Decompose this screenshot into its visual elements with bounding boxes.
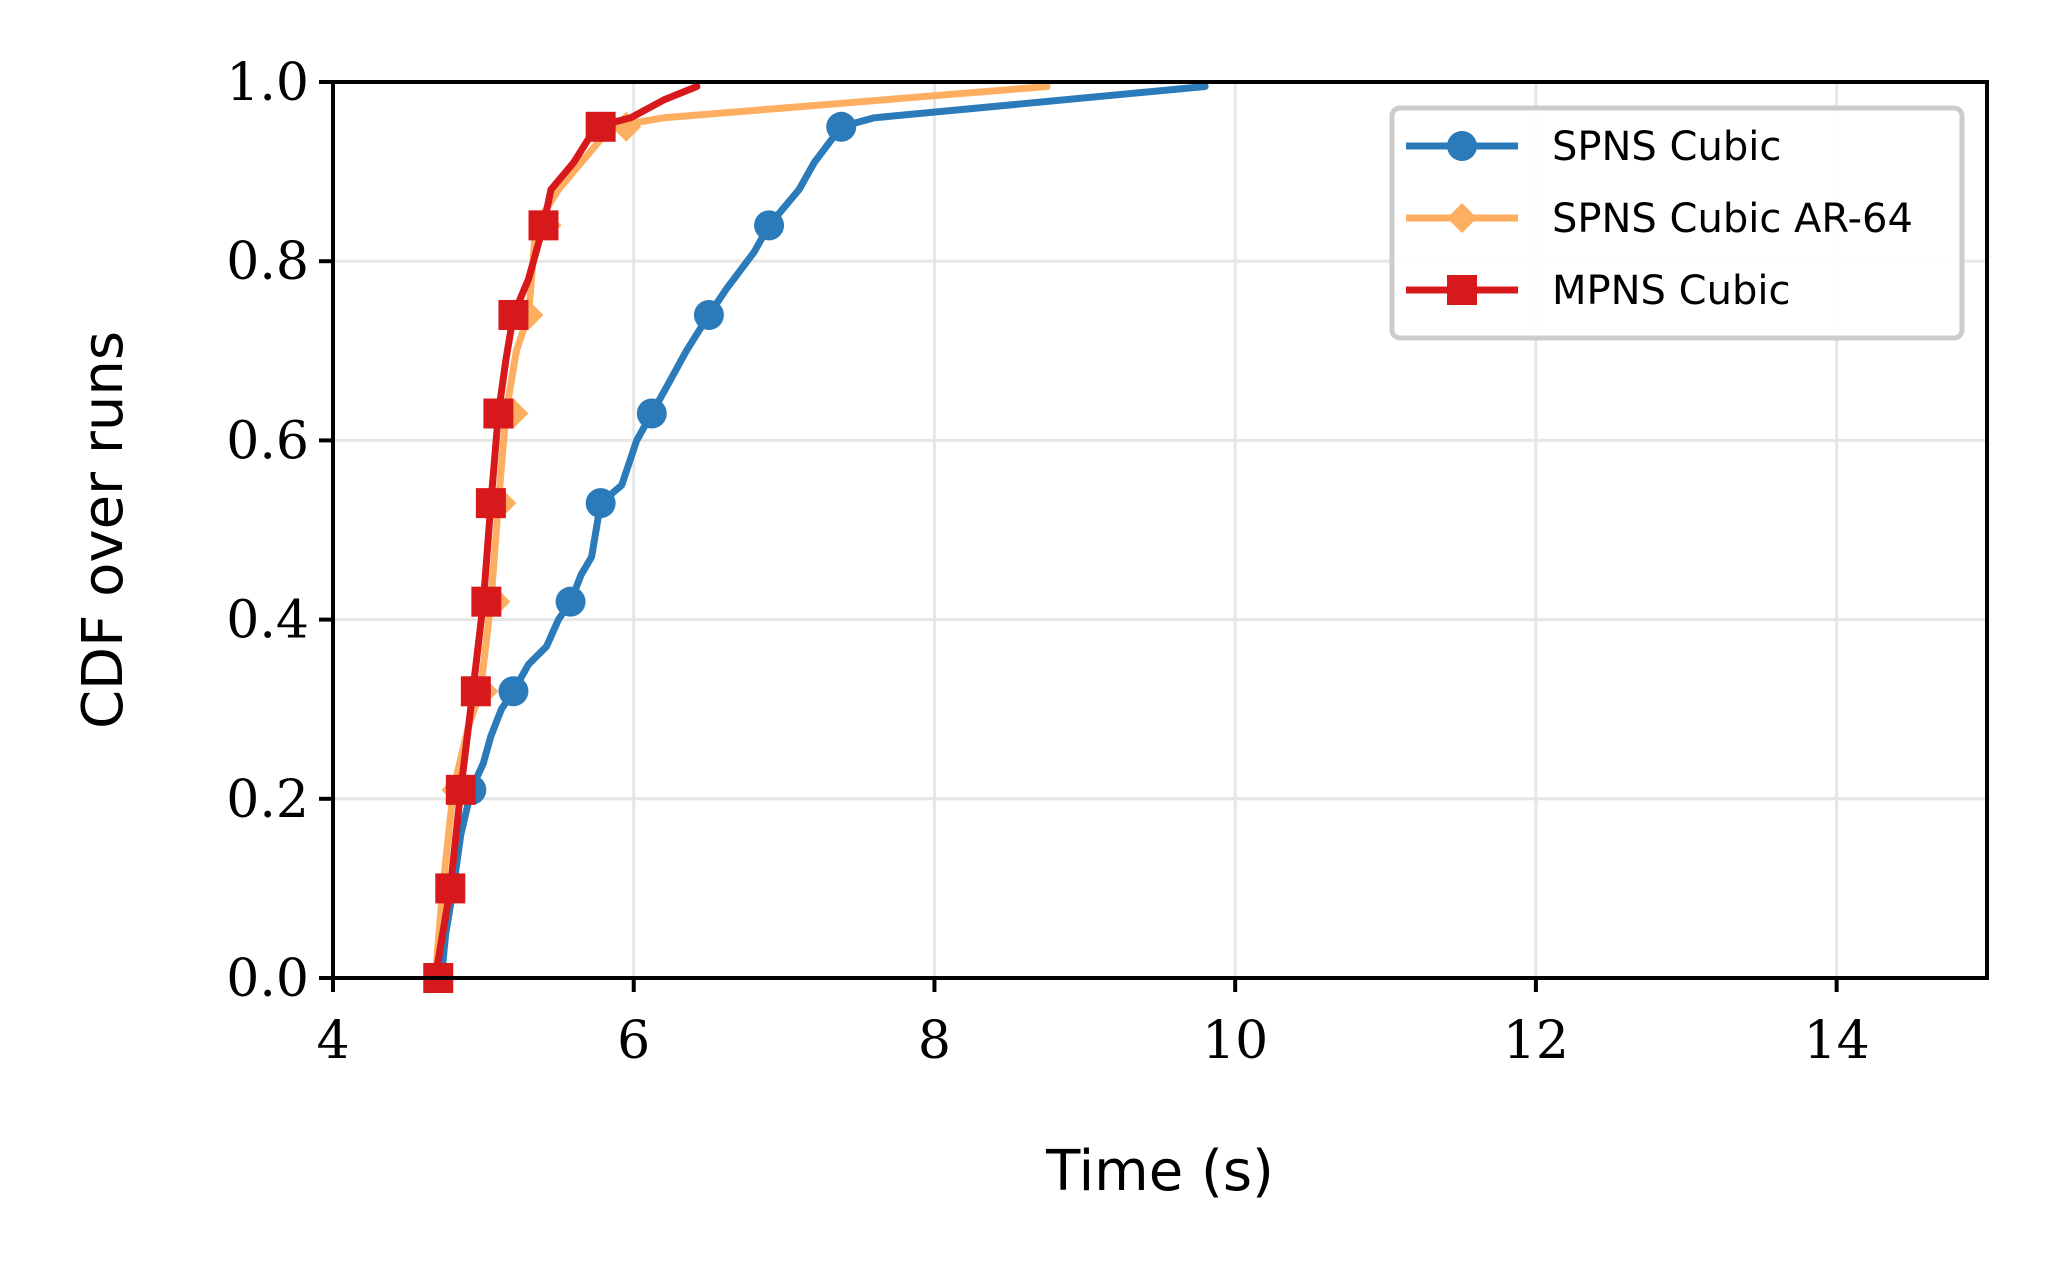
series-marker <box>693 299 724 330</box>
series-line <box>431 83 1051 982</box>
ticks-layer: 4 6 8 10 12 14 0.0 0.2 0.4 0.6 0.8 1.0 <box>226 53 1869 1071</box>
x-tick-label: 12 <box>1503 1011 1569 1071</box>
series-marker <box>636 398 667 429</box>
series-marker <box>826 111 857 142</box>
x-tick-label: 8 <box>918 1011 951 1071</box>
series-marker <box>585 111 616 142</box>
y-tick-label: 0.6 <box>226 411 309 471</box>
series-spns-cubic-ar-64 <box>431 83 1051 982</box>
series-marker <box>435 873 466 904</box>
y-axis-label: CDF over runs <box>71 331 136 729</box>
x-tick-label: 4 <box>316 1011 349 1071</box>
x-tick-label: 14 <box>1804 1011 1870 1071</box>
series-marker <box>498 676 529 707</box>
x-axis-label: Time (s) <box>1045 1139 1274 1204</box>
series-marker <box>460 676 491 707</box>
y-tick-label: 1.0 <box>226 53 309 113</box>
y-tick-label: 0.8 <box>226 232 309 292</box>
series-marker <box>528 210 559 241</box>
series-layer <box>423 83 1209 993</box>
plot-frame <box>331 80 1989 980</box>
legend-marker <box>1447 203 1477 233</box>
series-marker <box>754 210 785 241</box>
x-tick-label: 10 <box>1202 1011 1268 1071</box>
legend-box <box>1389 105 1965 341</box>
legend-label: MPNS Cubic <box>1552 268 1790 314</box>
series-line <box>431 83 701 982</box>
x-tick-label: 6 <box>617 1011 650 1071</box>
legend: SPNS Cubic SPNS Cubic AR-64 MPNS Cubic <box>1389 105 1965 341</box>
legend-entry: MPNS Cubic <box>1406 268 1790 314</box>
series-marker <box>585 488 616 519</box>
series-marker <box>483 398 514 429</box>
series-marker <box>471 586 502 617</box>
series-marker <box>475 488 506 519</box>
legend-marker <box>1447 131 1477 161</box>
y-tick-label: 0.2 <box>226 770 309 830</box>
legend-marker <box>1447 275 1477 305</box>
legend-label: SPNS Cubic <box>1552 124 1781 170</box>
series-marker <box>445 774 476 805</box>
series-mpns-cubic <box>423 83 701 993</box>
y-tick-label: 0.4 <box>226 591 309 651</box>
series-marker <box>498 299 529 330</box>
legend-entry: SPNS Cubic AR-64 <box>1406 196 1913 242</box>
series-marker <box>555 586 586 617</box>
y-tick-label: 0.0 <box>226 949 309 1009</box>
legend-entry: SPNS Cubic <box>1406 124 1781 170</box>
legend-label: SPNS Cubic AR-64 <box>1552 196 1913 242</box>
